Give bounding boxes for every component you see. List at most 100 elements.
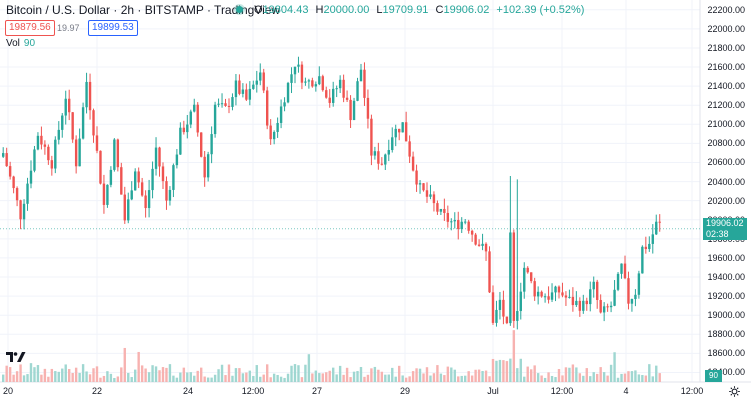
candle-down — [71, 112, 74, 140]
candle-down — [342, 79, 345, 98]
candle-up — [338, 79, 342, 89]
volume-bar — [658, 373, 661, 382]
volume-bar — [380, 371, 384, 382]
candle-up — [655, 221, 658, 235]
ohlc-key: C — [435, 4, 444, 16]
candle-down — [457, 220, 460, 230]
volume-bar — [116, 376, 120, 382]
candle-down — [158, 147, 161, 167]
candle-down — [43, 144, 47, 147]
candle-down — [561, 292, 564, 296]
bar-countdown: 02:38 — [706, 229, 729, 239]
candle-up — [418, 183, 422, 185]
volume-bar — [641, 375, 644, 382]
volume-bar — [533, 365, 536, 382]
volume-bar — [81, 364, 85, 382]
candle-down — [526, 267, 529, 273]
volume-bar — [349, 377, 352, 382]
volume-bar — [147, 372, 151, 382]
buy-price-button[interactable]: 19899.53 — [88, 20, 138, 36]
volume-bar — [530, 369, 533, 382]
volume-bar — [370, 368, 373, 382]
volume-bar — [71, 372, 74, 382]
candle-down — [377, 151, 380, 164]
volume-bar — [33, 367, 36, 382]
volume-bar — [99, 377, 102, 382]
candle-down — [436, 203, 439, 212]
volume-bar — [255, 365, 258, 382]
time-tick-label: 12:00 — [550, 386, 574, 396]
candle-down — [120, 167, 123, 195]
volume-bar — [637, 374, 641, 382]
volume-bar — [523, 376, 526, 382]
candle-up — [85, 81, 88, 108]
volume-bar — [554, 377, 557, 382]
candle-down — [599, 299, 602, 313]
time-tick-label: 12:00 — [241, 386, 265, 396]
volume-bar — [644, 375, 648, 382]
volume-bar — [210, 377, 213, 382]
volume-bar — [648, 364, 651, 382]
volume-bar — [47, 376, 50, 382]
symbol-title[interactable]: Bitcoin / U.S. Dollar · 2h · BITSTAMP · … — [6, 3, 281, 17]
volume-bar — [536, 373, 540, 382]
candle-up — [279, 106, 283, 123]
tradingview-logo-icon[interactable] — [5, 350, 27, 364]
volume-bar — [450, 367, 453, 382]
candle-down — [349, 99, 352, 121]
volume-axis-label: 90 — [705, 370, 722, 382]
volume-legend[interactable]: Vol 90 — [6, 38, 35, 50]
candle-down — [474, 234, 477, 245]
candle-down — [196, 104, 199, 133]
volume-bar — [453, 369, 456, 382]
volume-bar — [144, 368, 147, 382]
candle-up — [332, 88, 335, 103]
candle-down — [200, 132, 203, 157]
candle-up — [481, 243, 484, 246]
candle-down — [422, 183, 425, 191]
candle-up — [373, 151, 377, 156]
volume-bar — [168, 364, 172, 382]
volume-bar — [120, 367, 123, 382]
price-tick-label: 21200.00 — [707, 100, 745, 111]
candle-down — [321, 76, 324, 91]
candle-up — [217, 103, 220, 105]
volume-bar — [248, 370, 252, 382]
candle-up — [186, 124, 189, 133]
candle-up — [290, 74, 293, 83]
volume-bar — [307, 354, 311, 382]
volume-bar — [290, 365, 293, 382]
volume-bar — [40, 374, 43, 382]
volume-bar — [557, 369, 561, 382]
volume-bar — [106, 371, 109, 382]
gear-icon[interactable] — [728, 385, 741, 398]
time-tick-label: 29 — [399, 386, 411, 396]
candle-down — [530, 272, 533, 282]
candle-up — [554, 286, 557, 293]
last-price-label: 19906.02 02:38 — [703, 218, 747, 240]
volume-bar — [109, 373, 113, 382]
volume-bar — [356, 371, 359, 382]
price-axis[interactable]: 22200.00 22000.00 21800.00 21600.00 21400.00… — [700, 0, 751, 382]
price-tick-label: 21600.00 — [707, 62, 745, 73]
candle-up — [168, 189, 172, 201]
volume-bar — [224, 375, 227, 382]
candle-up — [543, 296, 547, 298]
volume-bar — [179, 372, 182, 382]
candle-down — [505, 316, 509, 324]
volume-bar — [415, 368, 418, 382]
candle-down — [443, 208, 446, 213]
volume-bar — [547, 372, 550, 382]
candle-up — [648, 243, 651, 250]
volume-bar — [592, 372, 595, 382]
time-tick-label: 22 — [91, 386, 103, 396]
candle-down — [502, 299, 505, 317]
market-open-icon — [236, 6, 243, 13]
candle-down — [50, 160, 54, 169]
sell-price-button[interactable]: 19879.56 — [5, 20, 55, 36]
volume-bar — [12, 374, 15, 382]
volume-bar — [325, 372, 328, 382]
volume-bar — [8, 367, 12, 382]
volume-bar — [599, 367, 602, 382]
